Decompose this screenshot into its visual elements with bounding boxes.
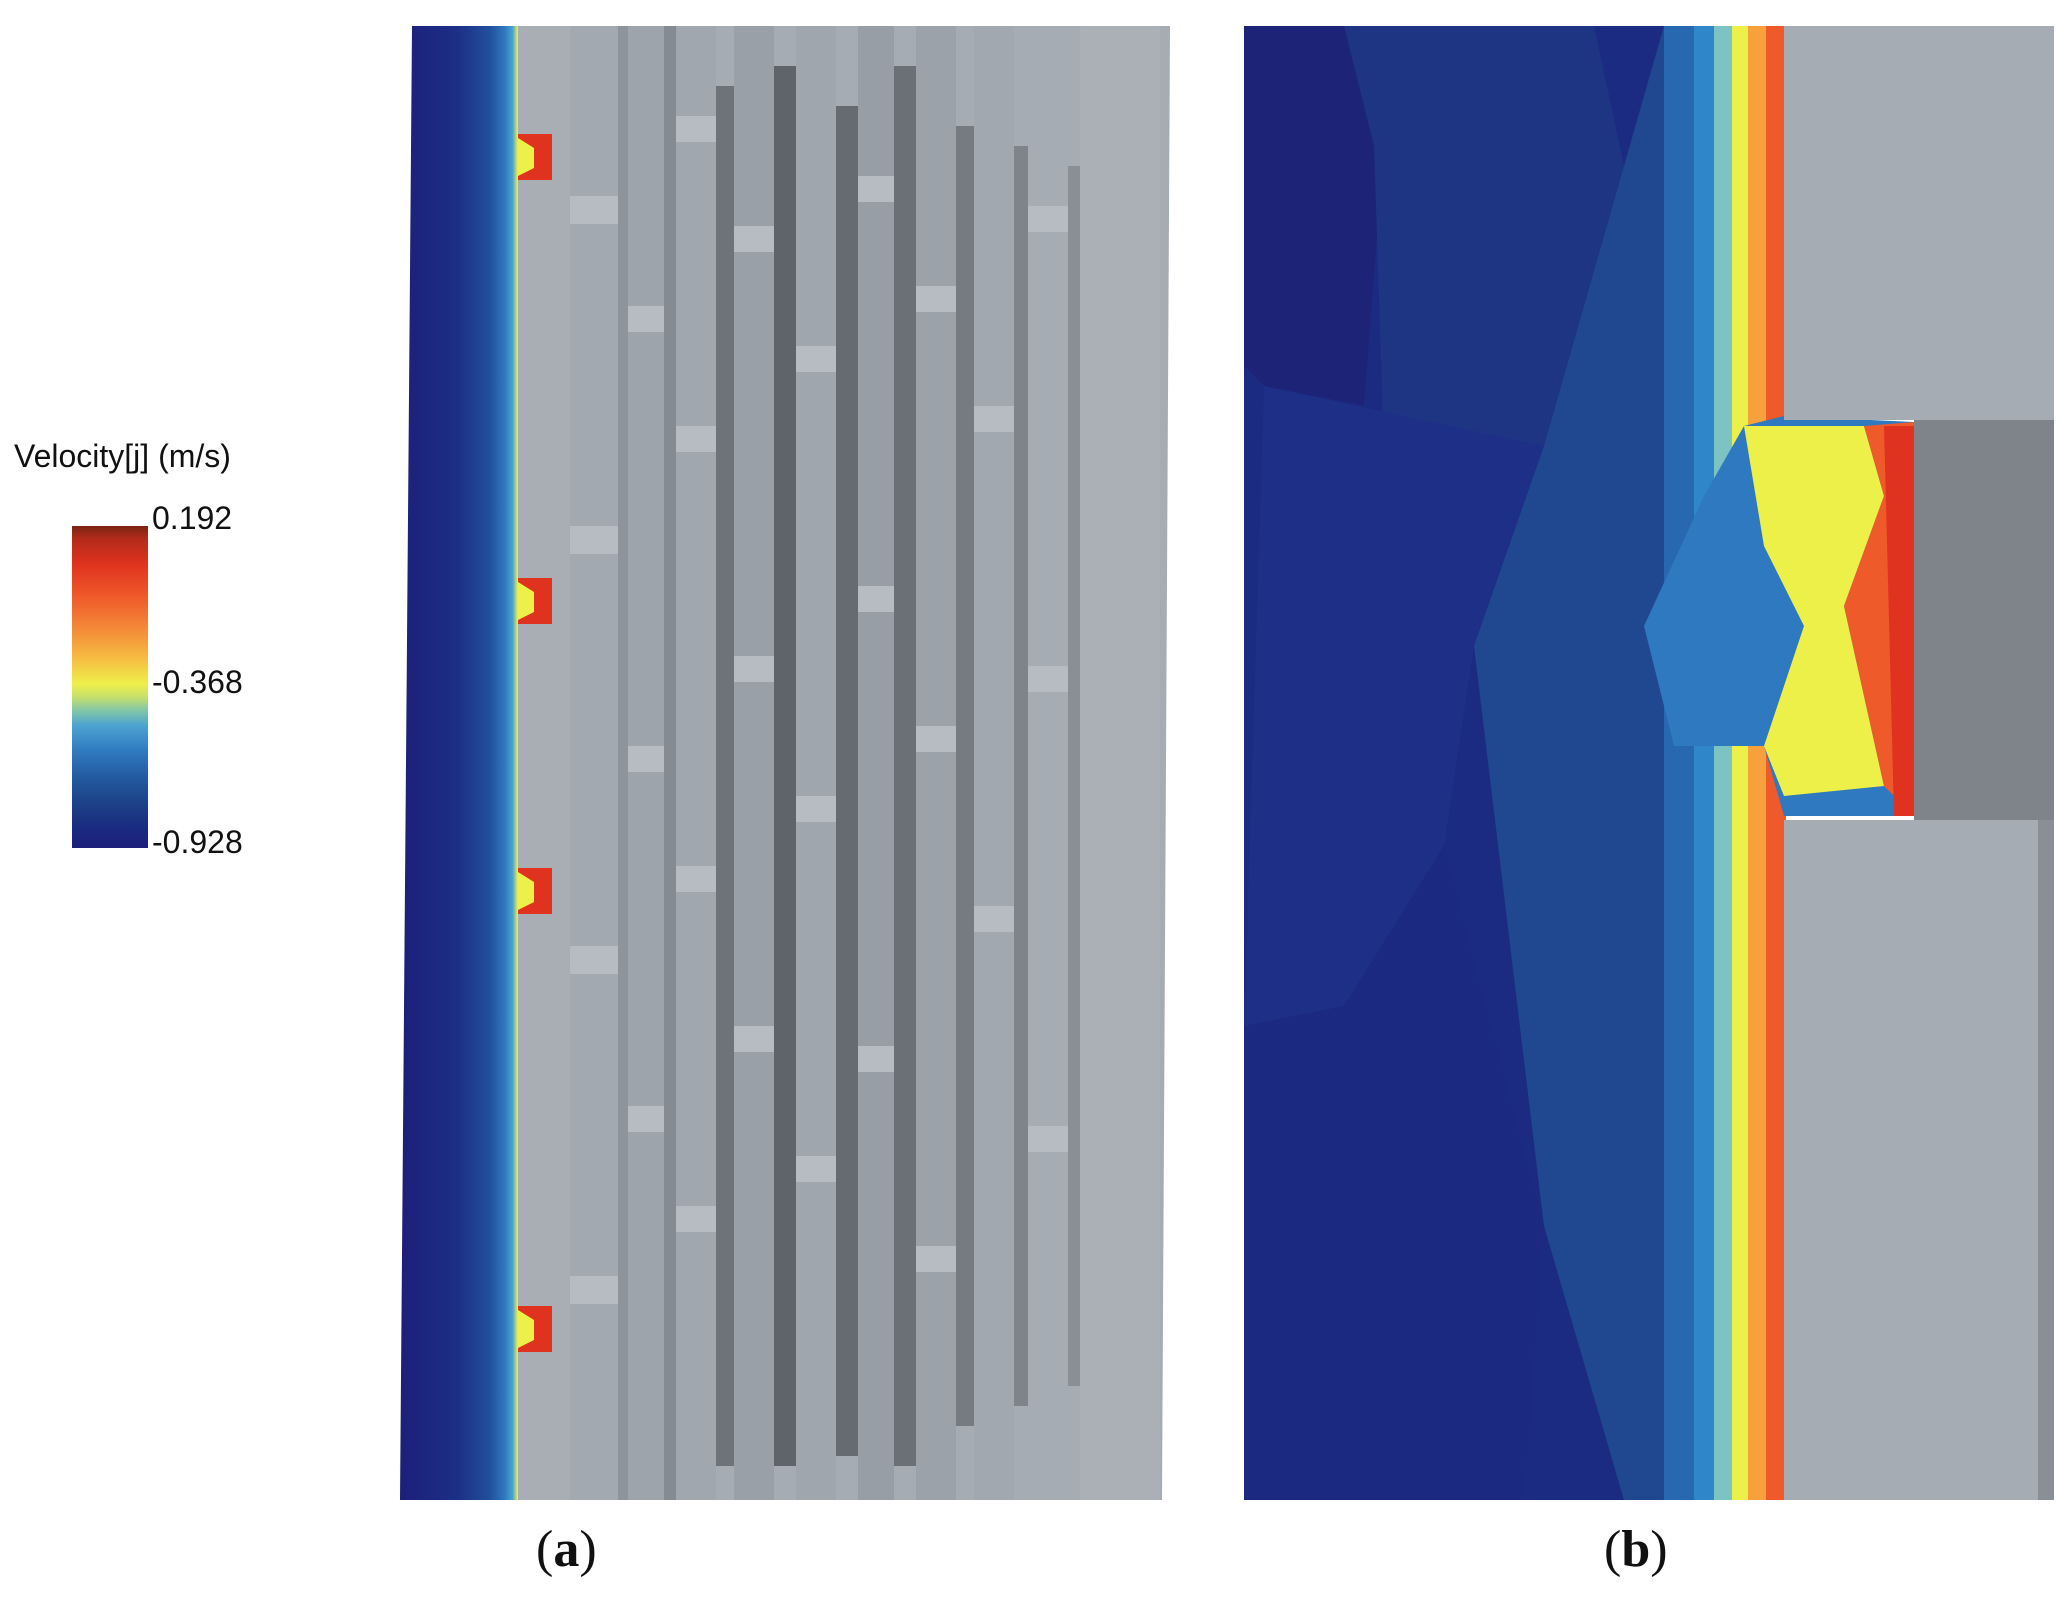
legend-min-label: -0.928 — [152, 824, 243, 860]
panel-b-image — [1244, 26, 2054, 1500]
legend-colorbar — [72, 526, 148, 848]
panel-b-label: (b) — [1604, 1521, 1668, 1578]
panel-a-image — [400, 26, 1170, 1500]
panel-a-label: (a) — [536, 1521, 597, 1578]
legend-mid-label: -0.368 — [152, 664, 243, 700]
legend-max-label: 0.192 — [152, 500, 233, 536]
legend-title: Velocity[j] (m/s) — [14, 438, 231, 474]
